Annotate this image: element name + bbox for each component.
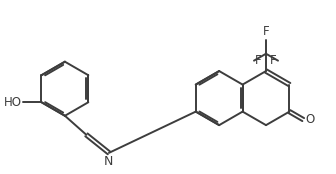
- Text: F: F: [255, 54, 262, 67]
- Text: O: O: [305, 113, 314, 126]
- Text: F: F: [270, 54, 277, 67]
- Text: F: F: [263, 25, 269, 38]
- Text: N: N: [104, 155, 114, 168]
- Text: HO: HO: [4, 96, 22, 109]
